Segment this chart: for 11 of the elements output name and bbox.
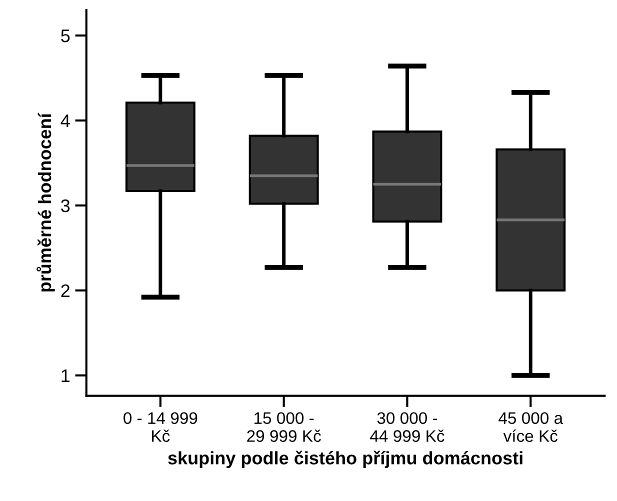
y-tick-label: 3: [61, 199, 70, 212]
x-tick-label: 30 000 - 44 999 Kč: [370, 412, 444, 442]
y-axis-title: průměrné hodnocení: [36, 112, 55, 292]
x-tick-label: 45 000 a více Kč: [498, 412, 564, 442]
x-axis-title: skupiny podle čistého příjmu domácnosti: [168, 450, 522, 468]
y-tick-label: 2: [61, 284, 70, 297]
y-tick-label: 5: [61, 30, 70, 42]
x-tick-label: 0 - 14 999 Kč: [124, 412, 198, 442]
x-tick-label: 15 000 - 29 999 Kč: [247, 412, 321, 442]
y-tick-label: 1: [62, 370, 70, 382]
y-tick-label: 4: [60, 114, 70, 128]
